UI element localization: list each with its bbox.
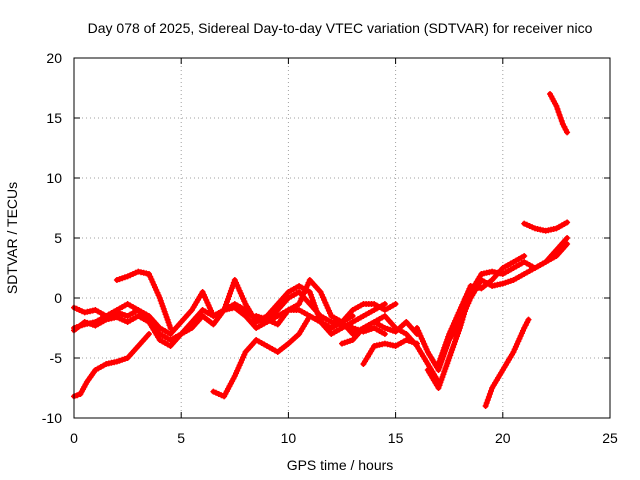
y-tick-label: -10 (42, 410, 62, 426)
x-tick-label: 5 (177, 430, 185, 446)
series-markers (253, 277, 356, 328)
chart-title: Day 078 of 2025, Sidereal Day-to-day VTE… (88, 20, 593, 36)
series-arc-13 (482, 316, 532, 409)
grid (74, 58, 610, 418)
y-tick-label: -5 (50, 350, 63, 366)
series-arc-15 (547, 91, 571, 136)
y-tick-label: 5 (54, 230, 62, 246)
series-markers (339, 319, 420, 347)
series-arc-11 (424, 241, 571, 391)
series-arc-2 (71, 277, 388, 337)
x-tick-label: 10 (281, 430, 297, 446)
series-markers (435, 253, 528, 367)
series-arc-6 (210, 301, 399, 400)
series-markers (360, 337, 420, 367)
series-line (414, 235, 570, 373)
series-markers (424, 241, 571, 391)
series-markers (547, 91, 571, 136)
x-tick-label: 25 (602, 430, 618, 446)
ticks: 0 5 10 15 20 25 -10 -5 0 5 10 15 20 (42, 50, 618, 446)
series-markers (482, 316, 532, 409)
series-markers (71, 331, 152, 400)
series-arc-5 (113, 268, 174, 331)
x-tick-label: 0 (70, 430, 78, 446)
series-markers (521, 219, 571, 234)
y-tick-label: 15 (46, 110, 62, 126)
series-arc-4 (71, 331, 152, 400)
series-markers (414, 235, 571, 373)
y-axis-label: SDTVAR / TECUs (4, 182, 20, 294)
series-markers (210, 301, 399, 400)
series-arc-8 (360, 337, 420, 367)
series-arc-9 (339, 319, 420, 347)
series-line (210, 301, 399, 399)
series-markers (113, 268, 174, 331)
x-tick-label: 20 (495, 430, 511, 446)
data-series (71, 91, 571, 409)
x-axis-label: GPS time / hours (287, 457, 394, 473)
y-tick-label: 0 (54, 290, 62, 306)
series-arc-10 (414, 235, 571, 373)
y-tick-label: 10 (46, 170, 62, 186)
y-tick-label: 20 (46, 50, 62, 66)
series-arc-12 (435, 253, 528, 367)
series-arc-7 (253, 277, 356, 328)
x-tick-label: 15 (388, 430, 404, 446)
series-arc-14 (521, 219, 571, 234)
